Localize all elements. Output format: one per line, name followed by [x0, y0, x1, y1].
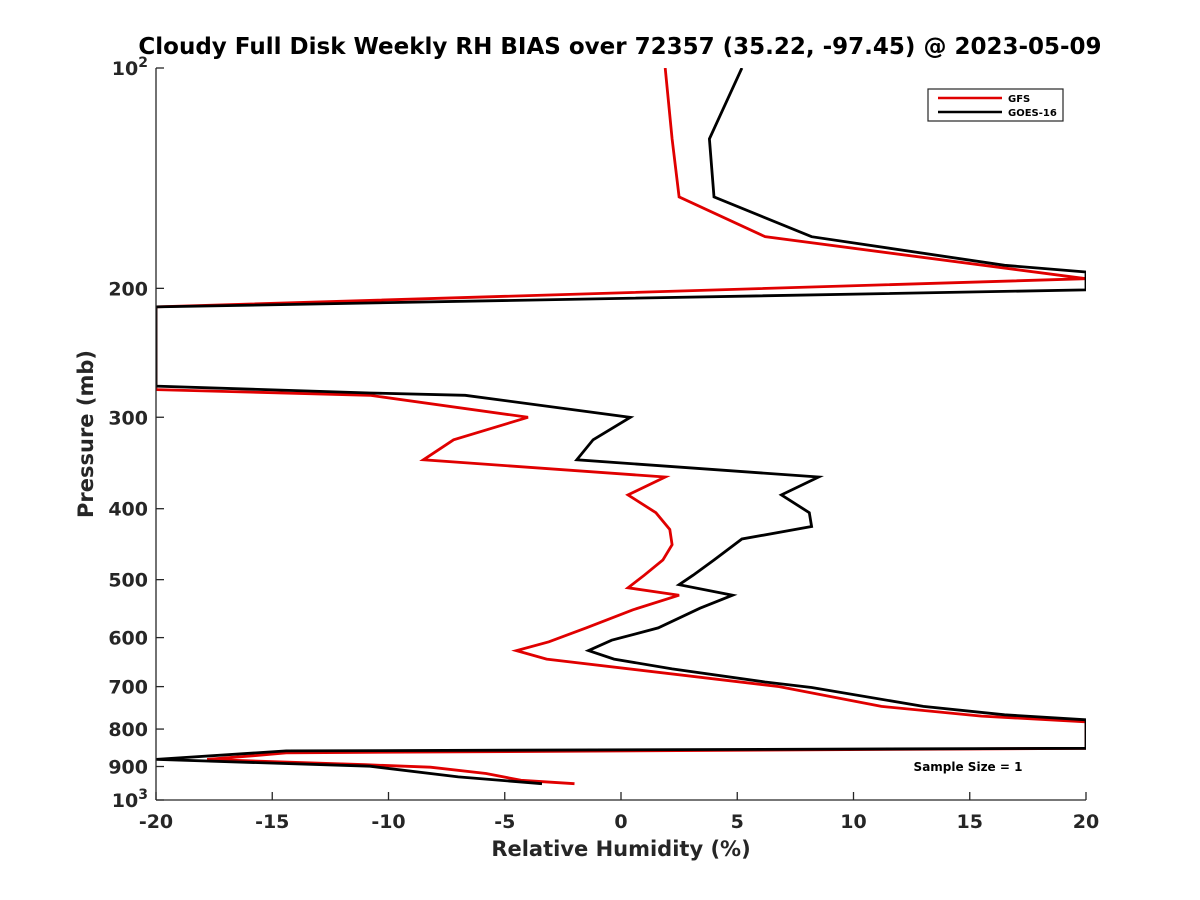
x-tick-label: -5: [494, 811, 515, 833]
y-tick-label: 103: [112, 787, 148, 812]
y-tick-label: 800: [108, 719, 148, 741]
series-line-gfs: [156, 68, 1086, 786]
legend-label: GOES-16: [1008, 108, 1057, 119]
sample-size-annotation: Sample Size = 1: [914, 760, 1023, 774]
legend-label: GFS: [1008, 94, 1030, 105]
y-tick-label: 700: [108, 677, 148, 699]
x-tick-label: -15: [255, 811, 289, 833]
series-layer: [156, 68, 1086, 786]
y-tick-label: 900: [108, 757, 148, 779]
x-tick-label: 5: [731, 811, 744, 833]
chart-title: Cloudy Full Disk Weekly RH BIAS over 723…: [138, 34, 1101, 60]
y-tick-label: 600: [108, 628, 148, 650]
y-tick-label: 102: [112, 55, 148, 80]
x-tick-label: -10: [371, 811, 405, 833]
x-axis-label: Relative Humidity (%): [491, 837, 750, 861]
x-tick-label: 10: [840, 811, 866, 833]
ticks-layer: -20 -15 -10 -5 0 5 10 15 20 102 200 300 400 500 600 700…: [108, 55, 1099, 833]
legend: GFS GOES-16: [927, 88, 1064, 122]
x-tick-label: 20: [1073, 811, 1099, 833]
y-axis-label: Pressure (mb): [74, 350, 98, 518]
y-tick-label: 500: [108, 570, 148, 592]
x-tick-label: -20: [139, 811, 173, 833]
y-tick-label: 400: [108, 499, 148, 521]
series-line-goes-16: [156, 68, 1086, 786]
x-tick-label: 15: [957, 811, 983, 833]
plot-area: [156, 68, 1086, 800]
y-tick-label: 200: [108, 278, 148, 300]
y-tick-label: 300: [108, 407, 148, 429]
x-tick-label: 0: [614, 811, 627, 833]
legend-box: [927, 88, 1064, 122]
